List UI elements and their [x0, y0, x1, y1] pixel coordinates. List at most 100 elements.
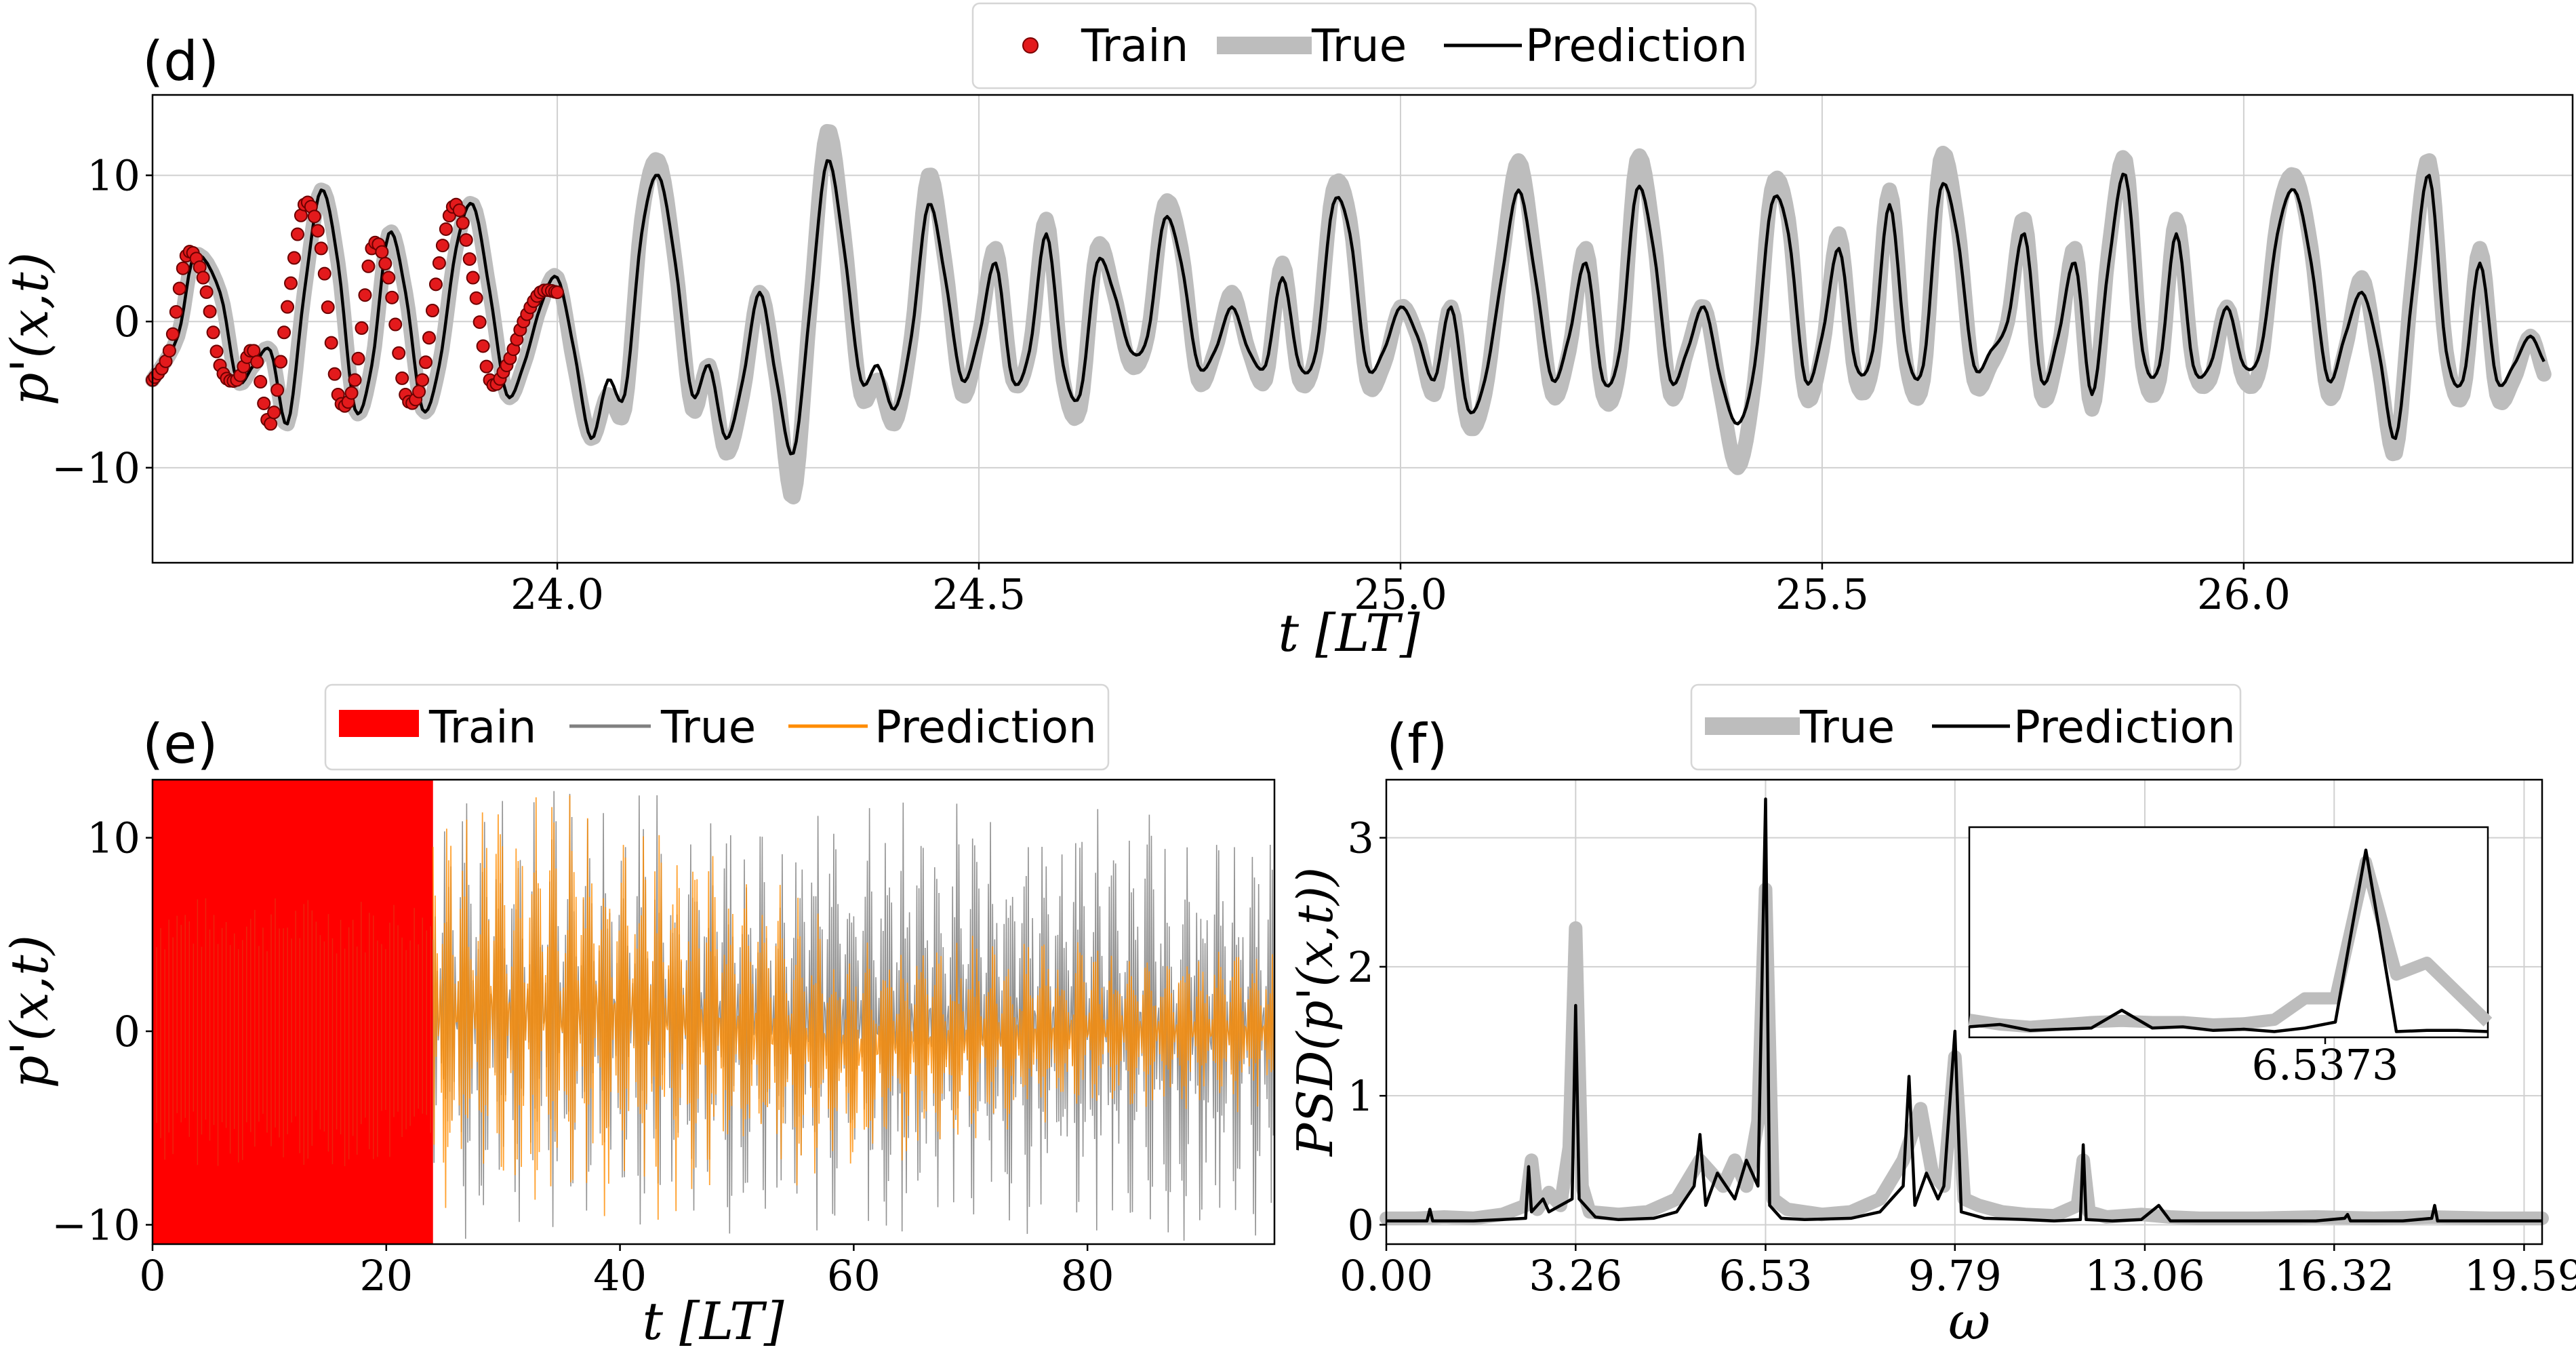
- panel-d-train-point: [395, 371, 409, 385]
- panel-f-xtick-label: 3.26: [1529, 1251, 1622, 1300]
- inset-xtick-label: 6.5373: [2252, 1040, 2399, 1090]
- panel-d-train-point: [459, 233, 473, 247]
- panel-d-train-point: [456, 216, 470, 230]
- panel-d-train-point: [358, 288, 372, 302]
- legend-e-train-patch: [339, 710, 419, 737]
- panel-d-label: (d): [142, 30, 219, 93]
- panel-d-train-point: [274, 355, 288, 369]
- panel-e-xtick-label: 40: [593, 1251, 647, 1300]
- panel-d-train-point: [317, 266, 331, 281]
- panel-d-legend-box: [971, 2, 1757, 89]
- panel-d-train-point: [416, 373, 430, 387]
- inset-series: [1968, 848, 2493, 1044]
- panel-f-xtick-label: 0.00: [1340, 1251, 1433, 1300]
- panel-d-train-point: [412, 384, 426, 399]
- panel-d-train-point: [351, 351, 365, 365]
- panel-f-ytick-label: 3: [1348, 814, 1374, 863]
- panel-d-train-point: [344, 386, 359, 400]
- inset-prediction-series: [1969, 848, 2489, 1033]
- panel-d-train-point: [385, 290, 399, 304]
- panel-f-true-series: [1380, 882, 2549, 1225]
- panel-f-ylabel: PSD(p'(x,t)): [1287, 867, 1344, 1157]
- panel-f-inset: 6.5373: [1968, 826, 2493, 1090]
- panel-d-train-point: [277, 325, 291, 340]
- panel-d-train-point: [250, 355, 264, 369]
- panel-d-xlabel: t [LT]: [1279, 603, 1420, 663]
- panel-e-xlabel: t [LT]: [643, 1291, 784, 1351]
- panel-d-train-point: [466, 271, 480, 285]
- panel-e-prediction-series: [432, 795, 1274, 1220]
- panel-f-xtick-label: 6.53: [1718, 1251, 1812, 1300]
- panel-d-xtick-label: 24.0: [510, 570, 604, 619]
- panel-f-xlabel: ω: [1948, 1291, 1990, 1351]
- panel-f-xtick-label: 19.59: [2464, 1251, 2576, 1300]
- legend-d-train-marker: [1022, 37, 1039, 54]
- panel-d-train-point: [550, 285, 565, 300]
- panel-d-train-point: [476, 339, 490, 353]
- panel-e-frame: [151, 778, 1276, 1245]
- panel-e-legend: Train True Prediction: [324, 683, 1110, 771]
- panel-e-xtick-label: 60: [827, 1251, 881, 1300]
- panel-d-xtick-label: 24.5: [932, 570, 1026, 619]
- panel-d-train-point: [264, 417, 278, 431]
- panel-d-train-point: [469, 291, 483, 305]
- panel-d-train-point: [375, 245, 389, 259]
- panel-d-xtick-label: 26.0: [2197, 570, 2291, 619]
- panel-d-train-point: [422, 331, 436, 345]
- panel-d-train-point: [348, 373, 362, 387]
- panel-f-frame: [1385, 778, 2543, 1245]
- panel-d-train-point: [290, 227, 304, 241]
- panel-d-train-point: [388, 317, 403, 332]
- panel-d-xtick-label: 25.0: [1354, 570, 1447, 619]
- panel-d-train-point: [324, 336, 338, 350]
- panel-e-xtick-label: 80: [1061, 1251, 1114, 1300]
- legend-d-prediction-label: Prediction: [1525, 20, 1748, 72]
- panel-d-train-point: [435, 239, 449, 253]
- panel-f-ytick-label: 2: [1348, 942, 1374, 992]
- inset-frame: [1968, 826, 2489, 1039]
- panel-d-ytick-label: 0: [114, 297, 140, 346]
- panel-d-train-point: [462, 252, 477, 266]
- panel-e-ylabel: p'(x,t): [0, 935, 60, 1088]
- panel-d-true-series: [145, 123, 2552, 504]
- legend-e-prediction-label: Prediction: [874, 701, 1097, 753]
- panel-d-train-point: [439, 222, 453, 236]
- panel-d-train-point: [321, 300, 335, 315]
- panel-d-frame: [151, 94, 2574, 564]
- panel-d-train-point: [209, 344, 224, 359]
- panel-d-train-point: [162, 344, 176, 358]
- legend-e-true-label: True: [660, 701, 756, 753]
- panel-d-train-point: [284, 276, 298, 290]
- panel-e-ytick-label: −10: [52, 1200, 140, 1250]
- panel-d-train-point: [425, 304, 439, 318]
- panel-d-train-point: [172, 281, 186, 296]
- panel-d-train-point: [254, 375, 268, 389]
- panel-d-train-point: [479, 359, 494, 374]
- legend-d-true-label: True: [1311, 20, 1407, 72]
- legend-e-train-label: Train: [428, 701, 536, 753]
- panel-e-series: [152, 780, 1274, 1244]
- panel-d-train-point: [432, 256, 446, 270]
- panel-f-series: [1380, 797, 2549, 1225]
- panel-d-train-point: [247, 344, 261, 358]
- panel-d-ytick-label: −10: [52, 443, 140, 493]
- panel-d-train-point: [452, 203, 466, 218]
- panel-f-xtick-label: 16.32: [2274, 1251, 2395, 1300]
- panel-d-train-point: [378, 256, 393, 271]
- panel-f-legend: True Prediction: [1690, 683, 2242, 771]
- panel-d-train-point: [176, 261, 190, 275]
- panel-e-legend-box: [324, 683, 1110, 771]
- panel-d-series: [145, 123, 2552, 504]
- panel-d-legend: Train True Prediction: [971, 2, 1757, 89]
- panel-e-train-region: [153, 780, 433, 1244]
- panel-d-train-point: [361, 259, 376, 273]
- panel-d-ylabel: p'(x,t): [0, 252, 60, 405]
- panel-d-train-point: [165, 327, 180, 341]
- inset-true-series: [1968, 856, 2493, 1033]
- panel-d-train-point: [199, 285, 214, 299]
- panel-f-xtick-label: 13.06: [2085, 1251, 2205, 1300]
- panel-f-ytick-label: 0: [1348, 1200, 1374, 1250]
- panel-d-train-point: [310, 224, 325, 238]
